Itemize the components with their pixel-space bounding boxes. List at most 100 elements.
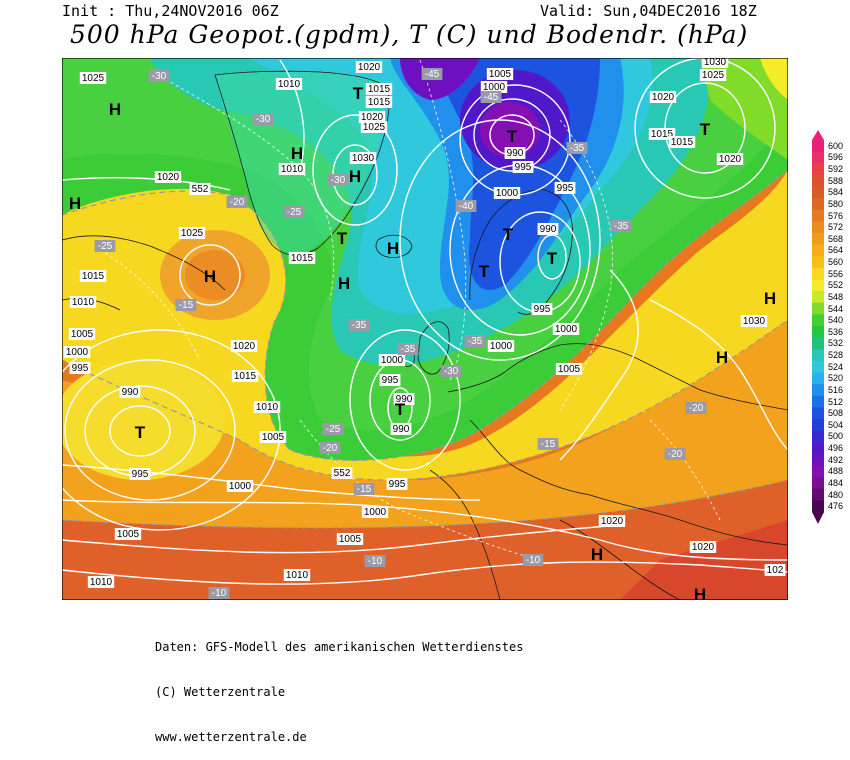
colorbar-swatch	[812, 256, 824, 269]
isobar-label-bg	[278, 163, 306, 175]
temperature-label: -35	[570, 143, 585, 154]
isobar-label-bg	[386, 478, 408, 490]
isobar-label: 1000	[229, 481, 252, 492]
isobar-label-bg	[365, 83, 393, 95]
colorbar-swatch	[812, 151, 824, 164]
colorbar-tick-label: 508	[828, 408, 844, 419]
isobar-label: 990	[507, 148, 524, 159]
low-pressure-marker: T	[135, 423, 146, 442]
temperature-label-bg	[610, 220, 632, 232]
isobar-label-bg	[486, 68, 514, 80]
colorbar-swatch	[812, 453, 824, 466]
isobar-label-bg	[69, 296, 97, 308]
isobar-label: 1020	[233, 341, 256, 352]
temperature-label-bg	[348, 319, 370, 331]
isobar-label: 1010	[72, 297, 95, 308]
temperature-labels: -30 -30 -30 -45 -45 -40 -35 -35 -25 -20 -25 -15 -35 -…	[94, 68, 707, 599]
temperature-label-bg	[566, 142, 588, 154]
isobar-label-bg	[487, 340, 515, 352]
high-pressure-marker: H	[109, 100, 121, 119]
isobar-label: 1020	[157, 172, 180, 183]
temperature-label-bg	[421, 68, 443, 80]
colorbar-swatch	[812, 221, 824, 234]
low-pressure-marker: T	[503, 225, 514, 244]
temperature-label-bg	[464, 335, 486, 347]
isobar-label-bg	[378, 354, 406, 366]
colorbar-swatch	[812, 384, 824, 397]
colorbar-tick-label: 596	[828, 152, 844, 163]
colorbar-swatch	[812, 163, 824, 176]
temperature-label: -35	[468, 336, 483, 347]
isobar-label-bg	[493, 187, 521, 199]
colorbar-tick-label: 492	[828, 454, 844, 465]
isobar-label-bg	[129, 468, 151, 480]
isobar-label: 1010	[278, 79, 301, 90]
colorbar-swatch	[812, 442, 824, 455]
temperature-label: -20	[230, 197, 245, 208]
isobar-label-bg	[537, 223, 559, 235]
colorbar-tick-label: 576	[828, 210, 844, 221]
footer: Daten: GFS-Modell des amerikanischen Wet…	[155, 610, 523, 760]
colorbar-tick-label: 504	[828, 419, 844, 430]
colorbar-swatch	[812, 186, 824, 199]
isobar-label-bg	[68, 328, 96, 340]
temperature-label: -30	[256, 114, 271, 125]
high-pressure-marker: H	[338, 274, 350, 293]
colorbar-swatch	[812, 198, 824, 211]
temperature-label-bg	[455, 200, 477, 212]
temperature-label: -35	[614, 221, 629, 232]
isobar-label-bg	[358, 111, 386, 123]
colorbar-tick-label: 484	[828, 477, 844, 488]
temperature-label-bg	[148, 70, 170, 82]
isobar-label: 995	[132, 469, 149, 480]
temperature-label-bg	[226, 196, 248, 208]
valid-time: Valid: Sun,04DEC2016 18Z	[540, 2, 757, 20]
height-label: 552	[334, 468, 351, 479]
init-time: Init : Thu,24NOV2016 06Z	[62, 2, 279, 20]
isobar-label-bg	[283, 569, 311, 581]
isobar-label-bg	[554, 182, 576, 194]
isobar-label-bg	[699, 69, 727, 81]
temperature-label: -30	[331, 175, 346, 186]
isobar-label-bg	[668, 136, 696, 148]
temperature-label: -10	[368, 556, 383, 567]
height-label: 552	[192, 184, 209, 195]
high-pressure-marker: H	[69, 194, 81, 213]
temperature-label: -15	[179, 300, 194, 311]
colorbar-top-arrow	[812, 130, 824, 140]
isobar-label-bg	[531, 303, 553, 315]
temperature-label-bg	[440, 365, 462, 377]
colorbar-tick-label: 588	[828, 175, 844, 186]
low-pressure-marker: T	[395, 400, 406, 419]
isobar-label: 995	[382, 375, 399, 386]
colorbar-tick-label: 500	[828, 431, 844, 442]
colorbar-tick-label: 572	[828, 222, 844, 233]
temperature-label-bg	[664, 448, 686, 460]
colorbar-swatch	[812, 314, 824, 327]
colorbar-tick-label: 488	[828, 466, 844, 477]
colorbar-tick-label: 524	[828, 361, 844, 372]
low-pressure-marker: T	[547, 249, 558, 268]
isobar-label-bg	[355, 61, 383, 73]
isobar-label: 990	[540, 224, 557, 235]
temperature-label-bg	[537, 438, 559, 450]
colorbar-swatch	[812, 419, 824, 432]
temperature-label: -15	[357, 484, 372, 495]
isobar-label: 1030	[704, 58, 727, 68]
isobar-label-bg	[114, 528, 142, 540]
colorbar-swatch	[812, 337, 824, 350]
colorbar-swatch	[812, 279, 824, 292]
isobar-label-bg	[701, 58, 729, 68]
isobar-label-bg	[79, 72, 107, 84]
colorbar-swatch	[812, 233, 824, 246]
isobar-label-bg	[379, 374, 401, 386]
temperature-label: -25	[326, 424, 341, 435]
colorbar-tick-label: 536	[828, 326, 844, 337]
isobar-label-bg	[178, 227, 206, 239]
temperature-label: -40	[459, 201, 474, 212]
temperature-label-bg	[319, 442, 341, 454]
isobar-label-bg	[504, 147, 526, 159]
isobar-label-bg	[740, 315, 768, 327]
temperature-label: -35	[401, 344, 416, 355]
